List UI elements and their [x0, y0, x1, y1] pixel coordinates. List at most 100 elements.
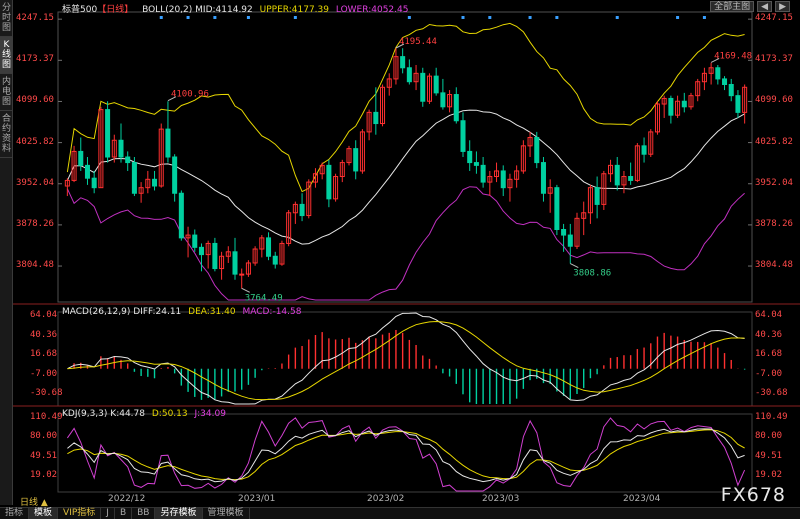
candle-body	[306, 181, 312, 217]
candle-body	[111, 139, 117, 158]
candle-body	[64, 179, 70, 187]
scroll-left-button[interactable]: ◀	[757, 1, 773, 12]
candle-body	[239, 273, 245, 276]
candle-body	[138, 187, 144, 194]
candle-body	[152, 178, 158, 187]
candle-body	[728, 84, 734, 97]
price-axis-label: 4025.82	[755, 136, 793, 147]
tab-bb[interactable]: BB	[132, 508, 156, 519]
price-annotation: 3808.86	[573, 269, 611, 279]
candle-body	[105, 109, 111, 158]
annotation-leader	[570, 263, 579, 269]
tab-inner[interactable]: 内电图	[0, 74, 13, 111]
event-marker	[246, 16, 250, 19]
tab-manage-template[interactable]: 管理模板	[203, 508, 250, 519]
candle-body	[554, 187, 560, 231]
date-label: 2022/12	[108, 494, 146, 504]
tab-contract[interactable]: 合约资料	[0, 111, 13, 158]
macd-axis-label: 40.36	[30, 329, 58, 340]
candle-body	[547, 187, 553, 194]
macd-axis-label: -30.68	[30, 388, 63, 398]
price-axis-label: 3804.48	[755, 260, 793, 271]
tab-indicators[interactable]: 指标	[0, 508, 30, 519]
period-label[interactable]: 【日线】	[97, 5, 134, 15]
candle-body	[319, 164, 325, 175]
event-marker	[407, 16, 411, 19]
candle-body	[628, 176, 634, 181]
chart-canvas[interactable]: 4100.96 4195.44 4169.48 3764.49 3808.86	[0, 0, 800, 507]
candle-body	[266, 237, 272, 257]
candle-body	[198, 246, 204, 256]
kdj-header: KDJ(9,3,3) K:44.78 D:50.13 J:34.09	[62, 409, 226, 419]
macd-panel-frame	[57, 311, 753, 407]
candle-body	[252, 248, 258, 264]
annotation-leader	[710, 58, 720, 63]
price-axis-label: 4247.15	[755, 13, 793, 24]
candle-body	[507, 178, 513, 189]
tab-save-template[interactable]: 另存模板	[155, 508, 203, 519]
price-axis-label: 4099.60	[16, 95, 54, 106]
price-axis-label: 4099.60	[755, 95, 793, 106]
candle-body	[232, 251, 238, 275]
candle-body	[540, 162, 546, 194]
kdj-j: J:34.09	[194, 409, 226, 419]
candle-body	[634, 145, 640, 181]
candle-body	[467, 150, 473, 164]
candle-body	[406, 67, 412, 83]
candle-body	[353, 148, 359, 172]
kdj-axis-label: 80.00	[30, 431, 58, 442]
candle-body	[480, 164, 486, 183]
macd-name[interactable]: MACD(26,12,9)	[62, 307, 131, 317]
tab-kline[interactable]: K线图	[0, 37, 13, 74]
candle-body	[205, 242, 211, 256]
candle-body	[359, 131, 365, 172]
kdj-name[interactable]: KDJ(9,3,3)	[62, 409, 108, 419]
boll-label[interactable]: BOLL(20,2)	[142, 5, 193, 15]
macd-axis-label: -30.68	[755, 388, 788, 398]
candle-body	[366, 111, 372, 133]
event-marker	[528, 16, 532, 19]
candle-body	[71, 150, 77, 181]
kdj-axis-label: 19.02	[30, 470, 58, 480]
candle-body	[500, 170, 506, 189]
kdj-axis-label: 110.49	[30, 412, 63, 422]
candle-body	[84, 164, 90, 179]
tab-intraday[interactable]: 分时图	[0, 0, 13, 37]
candle-body	[440, 92, 446, 108]
tab-j[interactable]: J	[101, 508, 115, 519]
candle-body	[380, 86, 386, 125]
tab-templates[interactable]: 模板	[29, 508, 59, 519]
kdj-axis-label: 19.02	[755, 470, 783, 480]
candle-body	[98, 109, 104, 189]
candle-body	[386, 78, 392, 88]
candle-body	[433, 75, 439, 94]
kdj-axis-label: 110.49	[755, 412, 788, 422]
candle-body	[447, 94, 453, 108]
price-annotation: 4195.44	[399, 37, 437, 47]
candle-body	[661, 97, 667, 105]
price-axis-label: 3952.04	[16, 177, 54, 188]
macd-diff: DIFF:24.11	[133, 307, 182, 317]
candle-body	[212, 242, 218, 270]
macd-diff-line	[67, 312, 745, 405]
scroll-right-button[interactable]: ▶	[775, 1, 790, 12]
tab-vip-indicators[interactable]: VIP指标	[58, 508, 102, 519]
candle-body	[245, 262, 251, 275]
candle-body	[373, 111, 379, 125]
event-marker	[615, 16, 619, 19]
candle-body	[333, 176, 339, 200]
tab-b[interactable]: B	[115, 508, 133, 519]
candle-body	[574, 217, 580, 247]
candle-body	[346, 148, 352, 164]
macd-axis-label: 40.36	[755, 329, 783, 340]
macd-axis-label: 64.04	[755, 310, 783, 320]
candle-body	[393, 56, 399, 80]
all-main-chart-button[interactable]: 全部主图	[710, 1, 755, 12]
period-selector[interactable]: 日线 ▲	[20, 498, 48, 508]
price-axis-label: 4025.82	[16, 136, 54, 147]
candle-body	[514, 170, 520, 180]
macd-dea-line	[67, 320, 745, 401]
main-header: 标普500【日线】 BOLL(20,2) MID:4114.92 UPPER:4…	[62, 2, 408, 15]
candle-body	[165, 128, 171, 158]
candle-body	[125, 156, 131, 164]
